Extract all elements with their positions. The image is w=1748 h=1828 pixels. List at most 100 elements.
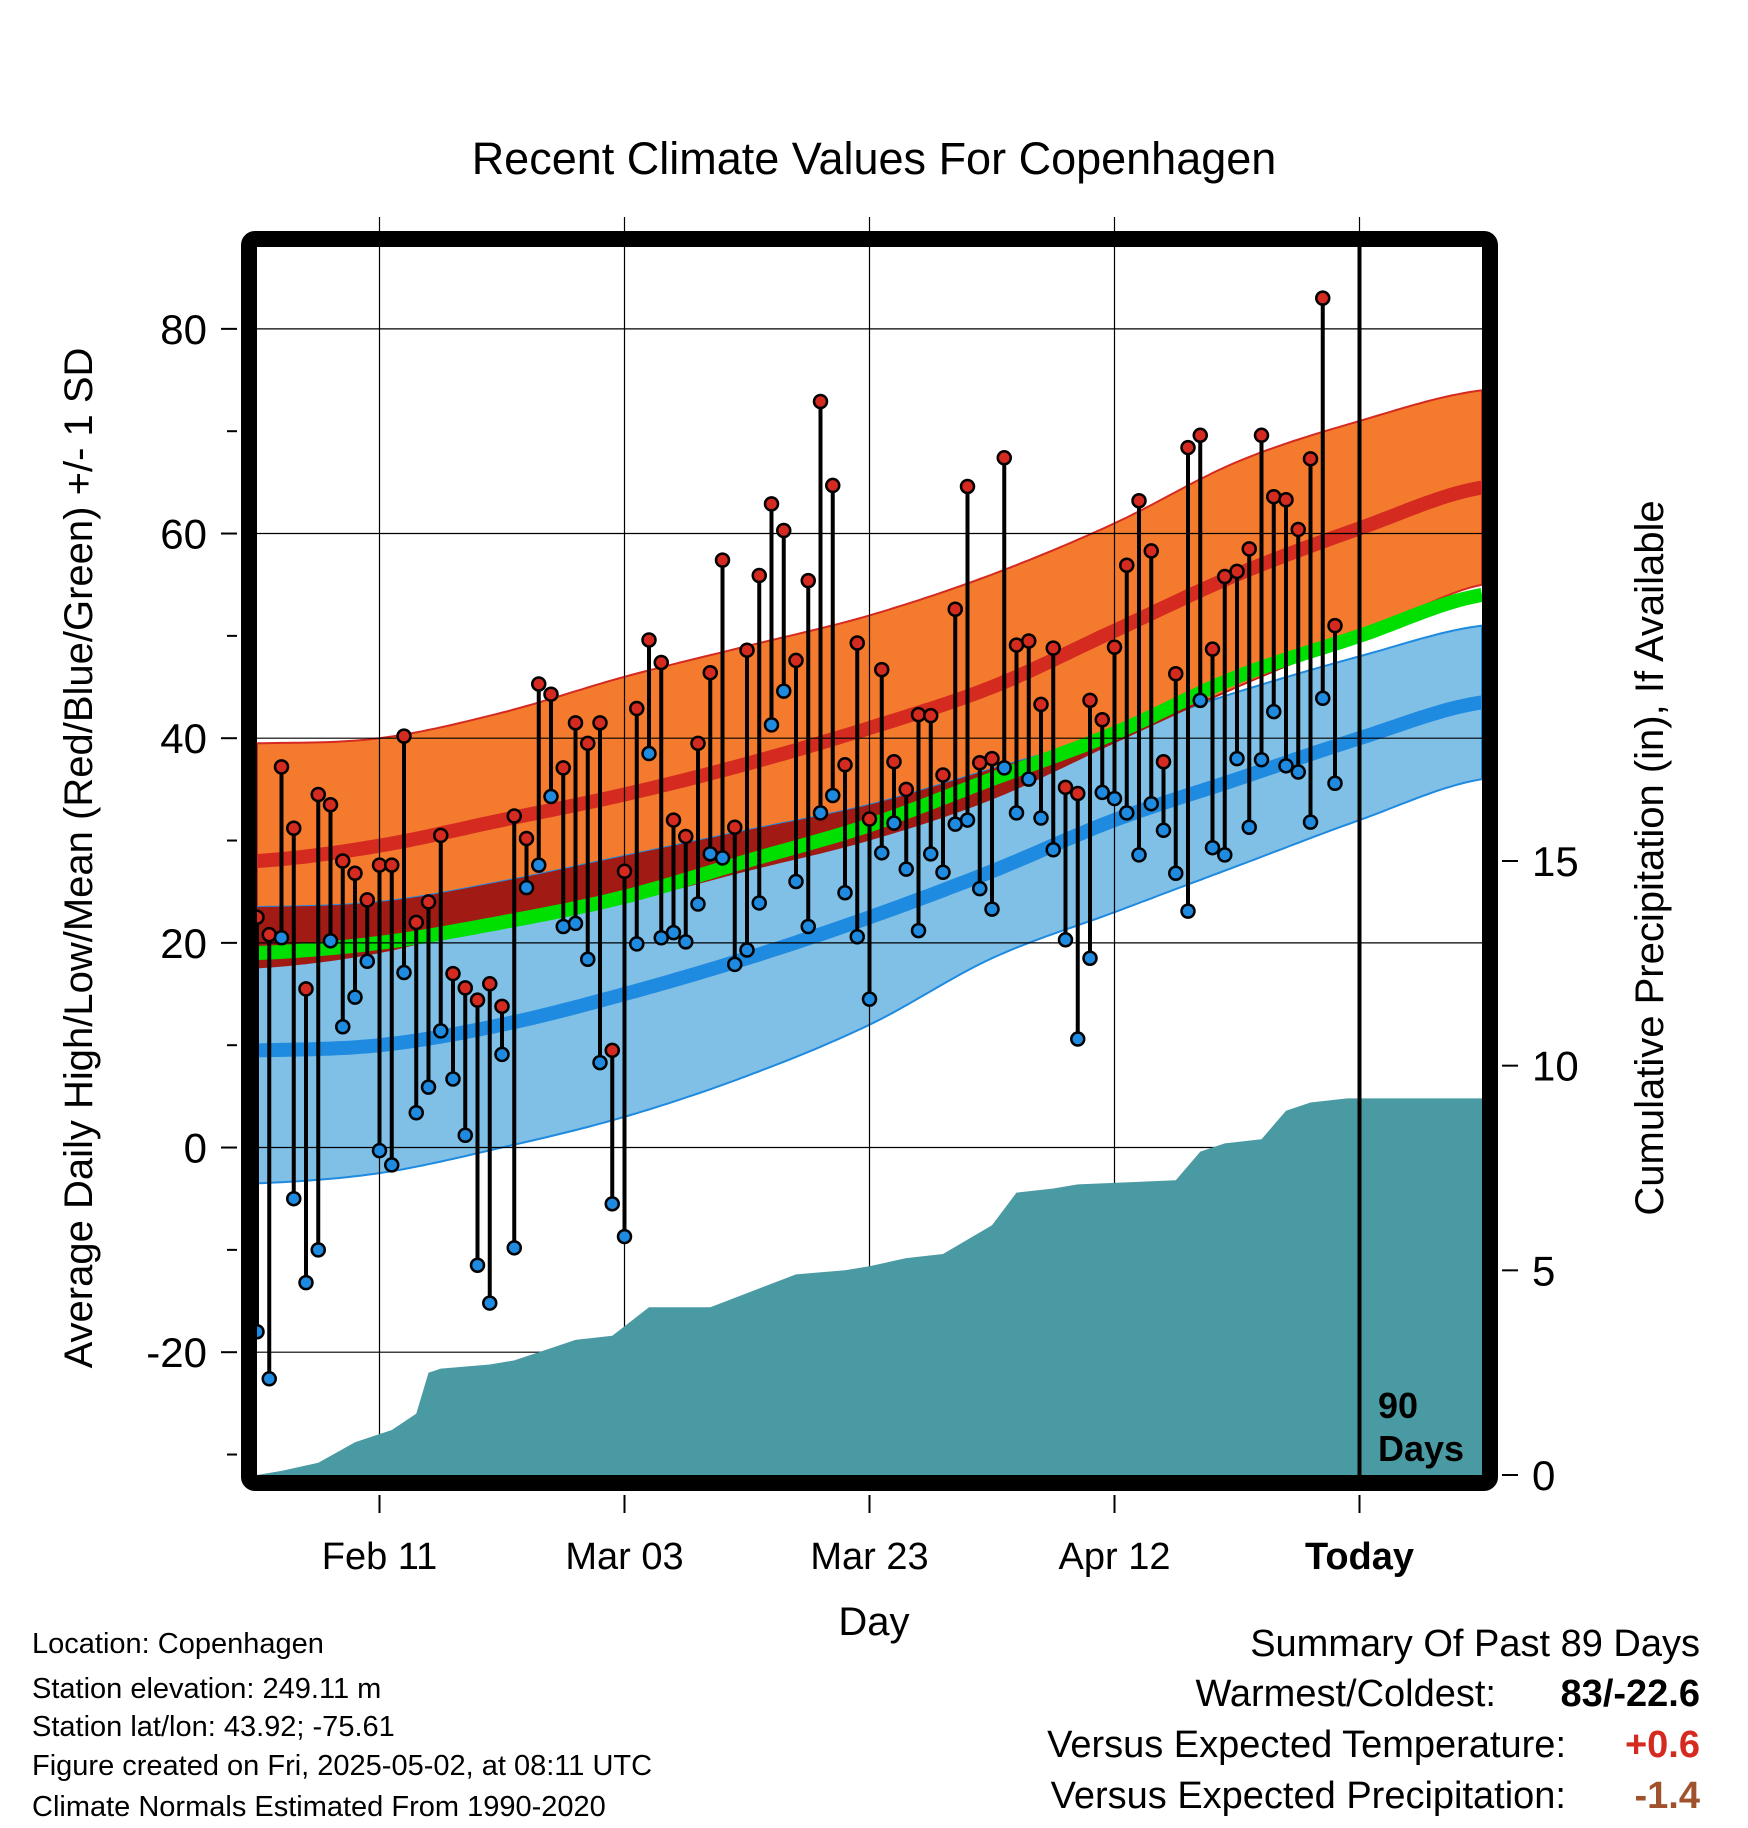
- low-point: [690, 896, 706, 912]
- high-point: [1131, 493, 1147, 509]
- location-text: Location: Copenhagen: [32, 1628, 324, 1660]
- high-point: [1033, 696, 1049, 713]
- high-point: [616, 863, 633, 879]
- high-point: [874, 661, 890, 678]
- low-point: [776, 683, 792, 699]
- high-point: [1106, 639, 1123, 655]
- low-point: [1070, 1031, 1086, 1047]
- high-point: [494, 998, 510, 1015]
- high-point: [641, 632, 657, 648]
- low-point: [592, 1054, 608, 1071]
- elevation-text: Station elevation: 249.11 m: [32, 1673, 382, 1705]
- low-point: [923, 846, 939, 862]
- high-point: [776, 522, 792, 539]
- high-point: [653, 654, 669, 671]
- low-point: [739, 942, 755, 958]
- low-point: [935, 864, 951, 881]
- low-point: [1057, 932, 1074, 948]
- y-tick-label: 80: [160, 306, 207, 353]
- high-point: [898, 781, 914, 798]
- high-point: [408, 914, 424, 931]
- low-point: [494, 1046, 510, 1063]
- low-point: [580, 951, 596, 967]
- high-point: [690, 735, 706, 752]
- low-point: [874, 845, 890, 861]
- low-point: [433, 1023, 449, 1039]
- high-point: [286, 820, 302, 837]
- high-point: [849, 635, 865, 651]
- low-point: [298, 1274, 314, 1291]
- low-point: [604, 1196, 620, 1212]
- high-point: [1229, 563, 1245, 580]
- normals-text: Climate Normals Estimated From 1990-2020: [32, 1791, 606, 1823]
- low-point: [665, 924, 682, 941]
- low-point: [1266, 703, 1282, 720]
- high-point: [592, 715, 608, 731]
- chart-title: Recent Climate Values For Copenhagen: [472, 133, 1277, 184]
- daily-points: [249, 290, 1343, 1387]
- x-tick-label: Mar 03: [565, 1536, 683, 1578]
- y2-axis-label: Cumulative Precipitation (in), If Availa…: [1628, 500, 1672, 1215]
- low-point: [1033, 810, 1049, 826]
- high-point: [1266, 488, 1282, 505]
- high-point: [812, 393, 829, 410]
- low-point: [1229, 750, 1245, 767]
- high-point: [1241, 541, 1257, 557]
- low-point: [1168, 865, 1184, 882]
- low-point: [714, 850, 731, 866]
- high-point: [580, 735, 596, 752]
- low-point: [445, 1071, 461, 1087]
- high-point: [1070, 785, 1086, 802]
- high-point: [1057, 779, 1074, 796]
- high-point: [1082, 692, 1098, 709]
- high-point: [1315, 290, 1331, 306]
- high-point: [751, 567, 767, 584]
- low-point: [506, 1240, 522, 1256]
- high-point: [1155, 753, 1172, 770]
- high-point: [861, 811, 878, 827]
- high-point: [555, 760, 571, 776]
- high-point: [727, 819, 743, 835]
- high-point: [739, 642, 755, 658]
- x-tick-label: Apr 12: [1059, 1536, 1171, 1578]
- low-point: [1106, 790, 1123, 807]
- high-point: [1094, 712, 1110, 728]
- high-point: [984, 750, 1000, 767]
- low-point: [371, 1142, 388, 1159]
- high-point: [665, 812, 682, 828]
- low-point: [1253, 751, 1270, 768]
- high-point: [335, 853, 351, 869]
- plot-frame: [241, 231, 1498, 1491]
- y-tick-label: 60: [160, 511, 207, 558]
- high-point: [1119, 557, 1135, 574]
- low-point: [751, 895, 767, 911]
- low-point: [812, 805, 829, 821]
- low-point: [886, 815, 902, 831]
- today-days-count: 90: [1378, 1385, 1418, 1426]
- low-point: [543, 788, 559, 805]
- low-point: [898, 861, 914, 877]
- low-point: [531, 857, 547, 873]
- low-point: [763, 717, 780, 733]
- high-point: [261, 926, 277, 943]
- high-point: [763, 496, 780, 512]
- high-point: [1192, 427, 1208, 444]
- low-point: [616, 1228, 633, 1245]
- low-point: [384, 1157, 400, 1173]
- low-point: [1278, 758, 1294, 774]
- low-point: [910, 922, 927, 939]
- y-tick-label: 20: [160, 920, 207, 967]
- y-tick-label: -20: [146, 1329, 207, 1376]
- high-point: [996, 450, 1012, 466]
- high-point: [788, 652, 804, 669]
- low-point: [518, 879, 535, 896]
- low-point: [322, 933, 339, 949]
- high-point: [1302, 451, 1319, 467]
- high-point: [457, 980, 473, 996]
- high-point: [1045, 640, 1061, 656]
- low-point: [273, 930, 290, 946]
- axes: -20 0 20 40 60 80 0 5 10 15 Feb 11 Mar 03 Mar 23 Apr …: [146, 306, 1578, 1578]
- low-point: [996, 760, 1012, 776]
- low-point: [347, 989, 363, 1005]
